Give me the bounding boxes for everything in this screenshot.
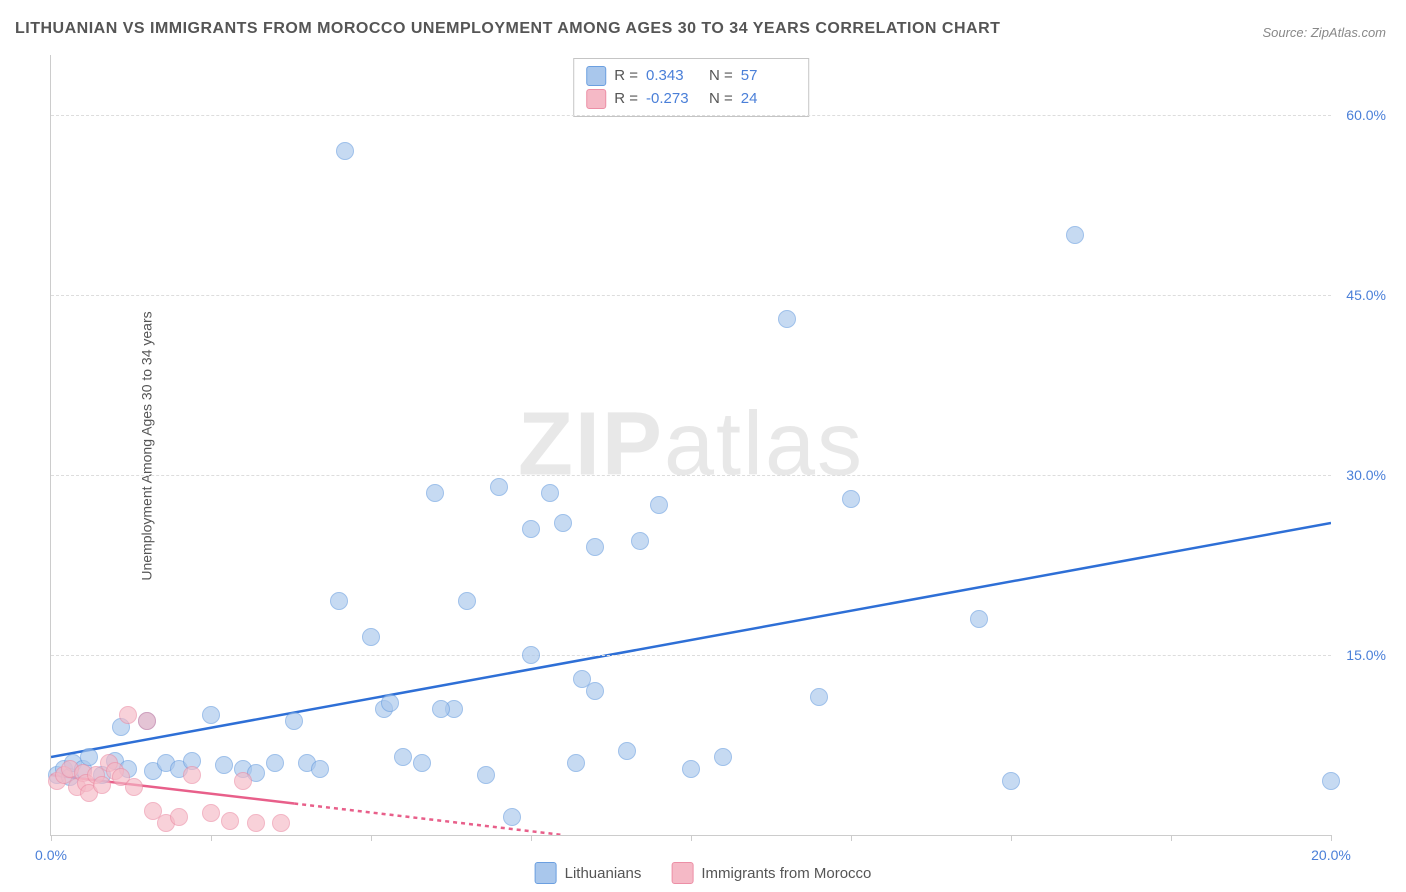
data-point <box>138 712 156 730</box>
data-point <box>1322 772 1340 790</box>
watermark: ZIPatlas <box>518 394 864 497</box>
gridline <box>51 475 1331 476</box>
stats-n-value: 24 <box>741 88 796 111</box>
gridline <box>51 655 1331 656</box>
stats-r-value: 0.343 <box>646 65 701 88</box>
x-tick <box>851 835 852 841</box>
stats-n-label: N = <box>709 88 733 111</box>
data-point <box>125 778 143 796</box>
data-point <box>586 682 604 700</box>
data-point <box>778 310 796 328</box>
bottom-legend: Lithuanians Immigrants from Morocco <box>535 862 872 884</box>
data-point <box>202 804 220 822</box>
data-point <box>170 808 188 826</box>
y-tick-label: 60.0% <box>1336 107 1386 123</box>
chart-title: LITHUANIAN VS IMMIGRANTS FROM MOROCCO UN… <box>15 20 1000 38</box>
legend-label: Immigrants from Morocco <box>701 865 871 882</box>
data-point <box>311 760 329 778</box>
data-point <box>330 592 348 610</box>
legend-swatch <box>586 66 606 86</box>
stats-r-label: R = <box>614 88 638 111</box>
data-point <box>272 814 290 832</box>
data-point <box>413 754 431 772</box>
data-point <box>202 706 220 724</box>
stats-r-label: R = <box>614 65 638 88</box>
stats-n-label: N = <box>709 65 733 88</box>
gridline <box>51 295 1331 296</box>
stats-n-value: 57 <box>741 65 796 88</box>
x-tick <box>51 835 52 841</box>
data-point <box>183 766 201 784</box>
data-point <box>842 490 860 508</box>
x-tick <box>1331 835 1332 841</box>
stats-legend-row: R = 0.343 N = 57 <box>586 65 796 88</box>
data-point <box>618 742 636 760</box>
legend-swatch <box>535 862 557 884</box>
legend-label: Lithuanians <box>565 865 642 882</box>
data-point <box>477 766 495 784</box>
data-point <box>234 772 252 790</box>
data-point <box>221 812 239 830</box>
legend-item: Lithuanians <box>535 862 642 884</box>
data-point <box>586 538 604 556</box>
chart-source: Source: ZipAtlas.com <box>1262 25 1386 40</box>
data-point <box>426 484 444 502</box>
data-point <box>381 694 399 712</box>
trend-lines-svg <box>51 55 1331 835</box>
data-point <box>541 484 559 502</box>
x-tick <box>211 835 212 841</box>
data-point <box>554 514 572 532</box>
data-point <box>1002 772 1020 790</box>
data-point <box>567 754 585 772</box>
legend-swatch <box>586 89 606 109</box>
data-point <box>432 700 450 718</box>
plot-area: ZIPatlas R =0.343N =57R =-0.273N =24 15.… <box>50 55 1331 836</box>
data-point <box>215 756 233 774</box>
data-point <box>247 814 265 832</box>
data-point <box>631 532 649 550</box>
data-point <box>682 760 700 778</box>
stats-r-value: -0.273 <box>646 88 701 111</box>
x-tick <box>1011 835 1012 841</box>
data-point <box>522 520 540 538</box>
legend-item: Immigrants from Morocco <box>671 862 871 884</box>
legend-swatch <box>671 862 693 884</box>
data-point <box>266 754 284 772</box>
gridline <box>51 115 1331 116</box>
data-point <box>285 712 303 730</box>
y-tick-label: 30.0% <box>1336 467 1386 483</box>
data-point <box>1066 226 1084 244</box>
x-tick-label: 20.0% <box>1311 847 1351 863</box>
x-tick <box>531 835 532 841</box>
data-point <box>970 610 988 628</box>
x-tick <box>371 835 372 841</box>
x-tick <box>1171 835 1172 841</box>
data-point <box>503 808 521 826</box>
data-point <box>650 496 668 514</box>
stats-legend: R = 0.343 N = 57 R = -0.273 N = 24 <box>573 58 809 117</box>
data-point <box>458 592 476 610</box>
data-point <box>362 628 380 646</box>
y-tick-label: 15.0% <box>1336 647 1386 663</box>
y-tick-label: 45.0% <box>1336 287 1386 303</box>
data-point <box>522 646 540 664</box>
stats-legend-row: R = -0.273 N = 24 <box>586 88 796 111</box>
data-point <box>490 478 508 496</box>
data-point <box>714 748 732 766</box>
data-point <box>336 142 354 160</box>
x-tick <box>691 835 692 841</box>
data-point <box>394 748 412 766</box>
data-point <box>810 688 828 706</box>
data-point <box>119 706 137 724</box>
x-tick-label: 0.0% <box>35 847 67 863</box>
